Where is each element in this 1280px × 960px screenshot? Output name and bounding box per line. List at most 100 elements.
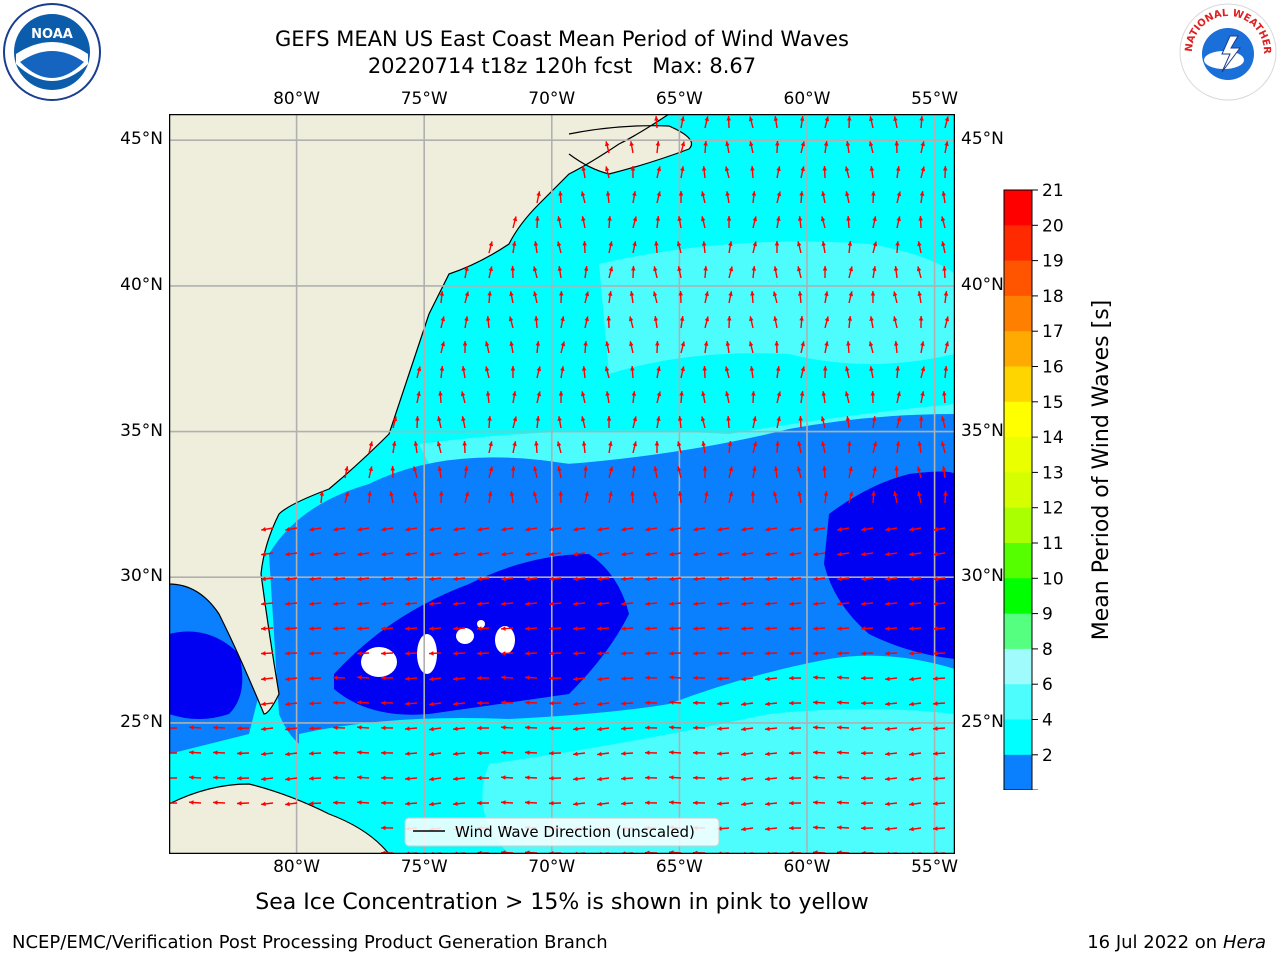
wave-direction-arrowhead	[391, 441, 397, 446]
wave-direction-arrowhead	[943, 366, 949, 371]
wave-direction-arrowhead	[453, 676, 458, 682]
lon-tick-label: 75°W	[400, 89, 448, 109]
wave-direction-arrowhead	[892, 291, 898, 297]
wave-direction-arrowhead	[820, 416, 826, 422]
wave-direction-arrowhead	[525, 527, 530, 532]
wave-direction-arrowhead	[656, 416, 661, 421]
lon-tick-label: 60°W	[783, 857, 831, 877]
wave-direction-arrowhead	[717, 601, 722, 606]
wave-direction-arrowhead	[597, 576, 602, 582]
wave-direction-arrowhead	[333, 800, 338, 805]
wave-direction-arrowhead	[765, 801, 770, 807]
wave-direction-arrowhead	[549, 601, 554, 606]
wave-direction-arrowhead	[605, 391, 610, 396]
wave-direction-arrowhead	[501, 601, 506, 606]
wave-direction-arrowhead	[846, 216, 851, 221]
wave-direction-arrowhead	[765, 626, 770, 631]
wave-direction-arrowhead	[597, 726, 602, 732]
wave-direction-arrowhead	[645, 725, 650, 731]
wave-direction-arrowhead	[608, 441, 613, 446]
wave-direction-arrowhead	[381, 825, 386, 831]
wave-direction-arrowhead	[621, 701, 626, 706]
wave-direction-arrowhead	[405, 576, 410, 582]
wave-direction-arrowhead	[381, 551, 386, 557]
wave-direction-arrowhead	[701, 166, 707, 171]
wave-direction-arrowhead	[632, 441, 638, 447]
wave-direction-arrowhead	[800, 141, 806, 147]
wave-direction-arrowhead	[909, 726, 914, 732]
wave-direction-arrowhead	[525, 675, 530, 680]
wave-direction-arrowhead	[797, 491, 802, 496]
wave-direction-arrowhead	[477, 527, 482, 532]
wave-direction-arrowhead	[813, 626, 818, 631]
wave-direction-arrowhead	[621, 576, 626, 582]
wave-direction-arrowhead	[920, 341, 925, 347]
wave-direction-arrowhead	[453, 701, 458, 707]
wave-direction-arrowhead	[501, 675, 506, 680]
wave-direction-arrowhead	[367, 491, 372, 496]
wave-direction-arrowhead	[319, 491, 325, 496]
wave-direction-arrowhead	[381, 800, 386, 806]
wave-direction-arrowhead	[789, 825, 794, 831]
wave-direction-arrowhead	[821, 191, 826, 197]
wave-direction-arrowhead	[309, 527, 314, 532]
wave-direction-arrowhead	[429, 576, 434, 582]
wave-direction-arrowhead	[717, 651, 722, 656]
wave-direction-arrowhead	[845, 191, 850, 197]
wave-direction-arrowhead	[789, 800, 794, 806]
wave-direction-arrowhead	[261, 601, 266, 606]
wave-direction-arrowhead	[584, 291, 590, 297]
wave-direction-arrowhead	[261, 801, 266, 807]
wave-direction-arrowhead	[893, 266, 899, 271]
wave-direction-arrowhead	[872, 441, 878, 447]
wave-direction-arrowhead	[750, 291, 755, 296]
wave-direction-arrowhead	[669, 576, 674, 582]
wave-direction-arrowhead	[573, 726, 578, 732]
wave-direction-arrowhead	[741, 751, 746, 757]
wave-direction-arrowhead	[822, 166, 827, 171]
wave-direction-arrowhead	[645, 700, 650, 706]
wave-direction-arrowhead	[920, 391, 925, 397]
wave-direction-arrowhead	[885, 751, 890, 757]
wave-direction-arrowhead	[872, 216, 877, 222]
wave-direction-arrowhead	[848, 266, 854, 272]
wave-direction-arrowhead	[717, 776, 722, 781]
wave-direction-arrowhead	[512, 416, 518, 422]
wave-direction-arrowhead	[629, 141, 634, 146]
wave-direction-arrowhead	[645, 527, 650, 532]
wave-direction-arrowhead	[822, 466, 827, 471]
wave-direction-arrowhead	[440, 316, 446, 322]
chart-title: GEFS MEAN US East Coast Mean Period of W…	[275, 27, 849, 51]
wave-direction-arrowhead	[717, 626, 722, 631]
wave-direction-arrowhead	[464, 491, 470, 497]
wave-direction-arrowhead	[525, 551, 530, 557]
wave-direction-arrowhead	[741, 776, 746, 782]
wave-direction-arrowhead	[344, 491, 350, 497]
wave-direction-arrowhead	[261, 676, 266, 682]
wave-direction-arrowhead	[439, 291, 445, 296]
wave-direction-arrowhead	[933, 801, 938, 806]
wave-direction-arrowhead	[309, 626, 314, 631]
lat-tick-label: 25°N	[961, 711, 1004, 732]
wave-direction-arrowhead	[645, 626, 650, 631]
wave-direction-arrowhead	[773, 116, 779, 121]
wave-direction-arrowhead	[824, 316, 830, 322]
wave-direction-arrowhead	[717, 676, 722, 681]
wave-direction-arrowhead	[848, 291, 854, 297]
wave-direction-arrowhead	[357, 651, 362, 656]
wave-direction-arrowhead	[477, 551, 482, 557]
wave-direction-arrowhead	[909, 801, 914, 807]
wave-direction-arrowhead	[333, 750, 338, 755]
wave-direction-arrowhead	[557, 266, 563, 271]
wave-direction-arrowhead	[703, 266, 708, 271]
wave-direction-arrowhead	[861, 825, 866, 831]
wave-direction-arrowhead	[621, 626, 626, 631]
wave-direction-arrowhead	[525, 725, 530, 730]
wave-direction-arrowhead	[645, 551, 650, 557]
wave-direction-arrowhead	[676, 441, 682, 447]
wave-direction-arrowhead	[512, 391, 517, 396]
wave-direction-arrowhead	[895, 166, 901, 171]
colorbar-tick-label: 14	[1042, 428, 1064, 448]
wave-direction-arrowhead	[477, 576, 482, 582]
wave-direction-arrowhead	[189, 800, 194, 805]
